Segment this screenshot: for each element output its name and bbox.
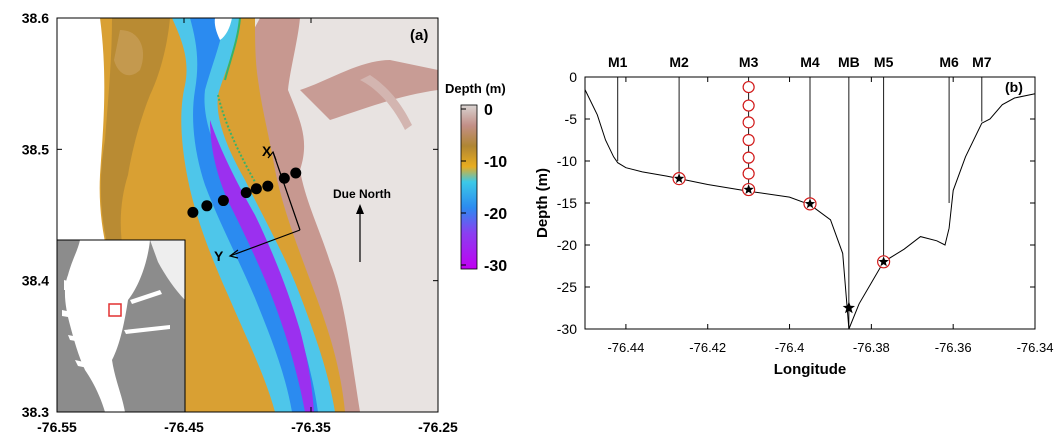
x-tick-label: -76.42 [689, 340, 726, 355]
instrument-star [878, 256, 889, 267]
lat-tick-label: 38.4 [22, 273, 49, 289]
y-tick-label: 0 [569, 69, 577, 85]
lat-tick-label: 38.3 [22, 404, 49, 420]
station-dot [217, 195, 229, 207]
colorbar-gradient [460, 104, 478, 270]
y-axis-arrow [229, 229, 301, 257]
bathymetry-line [584, 89, 1036, 330]
y-tick-label: -30 [557, 321, 577, 337]
x-tick-label: -76.4 [775, 340, 805, 355]
lon-tick-label: -76.35 [291, 419, 331, 435]
x-arrowhead [267, 150, 277, 161]
x-axis-arrow [272, 151, 301, 231]
mooring-label: M6 [939, 54, 959, 70]
x-axis-label: X [262, 143, 272, 159]
north-arrowhead [356, 204, 364, 214]
inset-frame [56, 239, 186, 413]
rotated-axes: X Y [214, 143, 301, 264]
station-dot [262, 180, 274, 192]
y-axis-title: Depth (m) [534, 168, 551, 238]
inset-study-area [108, 303, 122, 317]
mooring-label: MB [838, 54, 860, 70]
instrument-star [804, 198, 816, 209]
lon-tick-label: -76.55 [37, 419, 77, 435]
y-tick-label: -15 [557, 195, 577, 211]
instrument-star [743, 184, 754, 194]
x-axis-title: Longitude [774, 361, 846, 378]
shoal-patch [114, 30, 144, 76]
bathymetry-map [57, 18, 438, 412]
y-tick-label: -25 [557, 279, 577, 295]
instrument-markers [672, 80, 891, 314]
north-label: Due North [333, 187, 391, 201]
station-dot [250, 183, 262, 195]
y-axis-label: Y [214, 248, 224, 264]
latitude-ticks: 38.6 38.5 38.4 38.3 [22, 10, 438, 420]
lat-tick-label: 38.5 [22, 141, 49, 157]
colorbar-tick-label: -30 [484, 258, 507, 275]
tributary-channel [360, 75, 412, 130]
mooring-label: M5 [874, 54, 894, 70]
panel-a-label: (a) [410, 27, 428, 44]
x-tick-label: -76.34 [1017, 340, 1054, 355]
east-tributaries [124, 290, 170, 334]
lat-tick-label: 38.6 [22, 10, 49, 26]
instrument-ring [742, 80, 755, 94]
delaware-water [150, 240, 185, 300]
colorbar-title: Depth (m) [445, 81, 506, 96]
x-tick-label: -76.36 [935, 340, 972, 355]
panel-b-label: (b) [1005, 79, 1023, 95]
north-indicator: Due North [333, 187, 391, 262]
mooring-label: M3 [739, 54, 759, 70]
station-dot [187, 206, 199, 218]
map-frame [56, 17, 439, 413]
station-dot [240, 187, 252, 199]
bay-water [64, 240, 150, 412]
channel-edge [217, 94, 256, 183]
channel-edge-north [224, 18, 241, 81]
y-tick-label: -10 [557, 153, 577, 169]
lon-tick-label: -76.45 [164, 419, 204, 435]
colorbar-tick-label: -20 [484, 206, 507, 223]
station-dot [290, 167, 302, 179]
tributary-pink [300, 60, 438, 120]
y-tick-label: -5 [565, 111, 578, 127]
lon-tick-label: -76.25 [418, 419, 458, 435]
east-shore-pink [240, 18, 360, 412]
x-tick-label: -76.38 [853, 340, 890, 355]
instrument-ring [742, 116, 755, 129]
panel-a-map: 38.6 38.5 38.4 38.3 -76.55 -76.45 -76.35 -76.2… [22, 10, 458, 435]
inset-map [56, 239, 186, 413]
tributaries [62, 280, 110, 372]
chart-axes: -76.44 -76.42 -76.4 -76.38 -76.36 -76.34 0 -5 -1… [557, 69, 1054, 355]
colorbar: Depth (m) 0 -10 -20 -30 [445, 81, 507, 275]
colorbar-ticks: 0 -10 -20 -30 [461, 102, 507, 275]
deep-trench [210, 120, 314, 412]
mooring-label: M1 [608, 54, 628, 70]
colorbar-tick-label: -10 [484, 154, 507, 171]
instrument-star [673, 173, 685, 184]
instrument-ring [742, 167, 755, 180]
mooring-label: M4 [800, 54, 820, 70]
mooring-label: M2 [669, 54, 689, 70]
instrument-ring [742, 133, 755, 147]
longitude-ticks: -76.55 -76.45 -76.35 -76.25 [37, 18, 458, 435]
instrument-ring [742, 151, 755, 164]
mooring-label: M7 [972, 54, 992, 70]
colorbar-tick-label: 0 [484, 102, 493, 119]
instrument-star [842, 301, 855, 314]
island [214, 18, 232, 40]
station-dot [201, 200, 213, 212]
station-dots [187, 167, 302, 218]
y-arrowhead [228, 249, 239, 259]
mooring-lines: M1 M2 M3 M4 MB M5 M6 M7 [608, 54, 992, 329]
y-tick-label: -20 [557, 237, 577, 253]
west-shelf-brown [100, 18, 170, 260]
panel-b-chart: -76.44 -76.42 -76.4 -76.38 -76.36 -76.34 0 -5 -1… [534, 54, 1053, 378]
instrument-ring [742, 99, 755, 112]
x-tick-label: -76.44 [607, 340, 644, 355]
